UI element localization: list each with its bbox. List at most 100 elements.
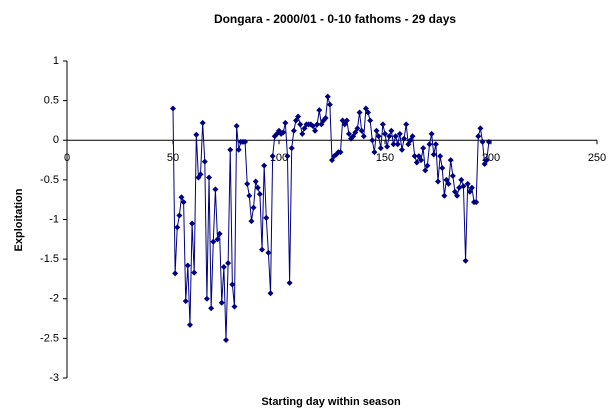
data-point bbox=[250, 204, 257, 211]
data-point bbox=[197, 171, 204, 178]
data-point bbox=[441, 192, 448, 199]
chart-title: Dongara - 2000/01 - 0-10 fathoms - 29 da… bbox=[214, 12, 456, 26]
data-point bbox=[322, 115, 329, 122]
data-point bbox=[481, 161, 488, 168]
data-point bbox=[210, 238, 217, 245]
data-point bbox=[286, 279, 293, 286]
y-tick-label: 0.5 bbox=[44, 95, 59, 107]
data-point bbox=[350, 133, 357, 140]
data-point bbox=[337, 149, 344, 156]
data-point bbox=[256, 191, 263, 198]
data-point bbox=[369, 137, 376, 144]
data-point bbox=[386, 133, 393, 140]
data-point bbox=[265, 249, 272, 256]
data-point bbox=[259, 246, 266, 253]
data-point bbox=[297, 121, 304, 128]
data-point bbox=[398, 146, 405, 153]
data-point bbox=[193, 131, 200, 138]
data-point bbox=[223, 336, 229, 343]
data-point bbox=[422, 167, 429, 174]
data-point bbox=[445, 180, 452, 187]
data-point bbox=[314, 121, 321, 128]
x-tick-label: 150 bbox=[376, 152, 394, 164]
data-point bbox=[261, 162, 268, 169]
data-point bbox=[282, 119, 289, 126]
data-point bbox=[365, 109, 372, 116]
data-point bbox=[409, 133, 416, 140]
y-axis-label: Exploitation bbox=[13, 188, 25, 251]
data-point bbox=[358, 127, 365, 134]
data-point bbox=[301, 125, 308, 132]
data-point bbox=[343, 117, 350, 124]
data-line bbox=[172, 96, 490, 340]
data-point bbox=[252, 178, 259, 185]
x-tick-label: 50 bbox=[167, 152, 179, 164]
data-point bbox=[180, 199, 187, 206]
data-point bbox=[413, 159, 420, 166]
data-point bbox=[318, 121, 325, 128]
data-point bbox=[352, 129, 359, 136]
data-point bbox=[479, 138, 486, 145]
data-point bbox=[292, 117, 299, 124]
data-point bbox=[341, 121, 348, 128]
data-point bbox=[426, 141, 433, 148]
data-point bbox=[170, 105, 176, 112]
data-point bbox=[418, 157, 425, 164]
data-point bbox=[371, 149, 378, 156]
data-point bbox=[401, 135, 408, 142]
data-point bbox=[233, 122, 240, 129]
data-point bbox=[451, 188, 458, 195]
data-point bbox=[362, 105, 369, 112]
data-point bbox=[206, 174, 213, 181]
data-point bbox=[189, 220, 196, 227]
x-tick-label: 0 bbox=[64, 152, 70, 164]
data-point bbox=[407, 137, 414, 144]
data-point bbox=[375, 133, 382, 140]
data-point bbox=[176, 212, 183, 219]
data-point bbox=[477, 125, 484, 132]
data-point bbox=[464, 180, 471, 187]
data-point bbox=[208, 305, 215, 312]
data-point bbox=[220, 264, 227, 271]
data-point bbox=[244, 180, 251, 187]
data-point bbox=[174, 224, 181, 231]
data-point bbox=[377, 145, 384, 152]
data-point bbox=[186, 321, 193, 328]
data-point bbox=[367, 117, 374, 124]
data-point bbox=[390, 141, 397, 148]
data-point bbox=[312, 127, 319, 134]
data-point bbox=[201, 158, 208, 165]
data-point bbox=[295, 113, 302, 120]
y-tick-label: -3 bbox=[49, 372, 59, 384]
data-point bbox=[191, 269, 198, 276]
data-point bbox=[411, 153, 418, 160]
data-point bbox=[443, 176, 450, 183]
data-point bbox=[460, 183, 467, 190]
data-point bbox=[235, 146, 242, 153]
data-point bbox=[227, 146, 234, 153]
data-point bbox=[447, 157, 454, 164]
data-point bbox=[473, 199, 480, 206]
data-point bbox=[435, 178, 441, 185]
data-point bbox=[462, 257, 469, 264]
data-point bbox=[449, 172, 456, 179]
data-point bbox=[216, 230, 223, 237]
data-point bbox=[212, 186, 219, 193]
data-point bbox=[345, 130, 352, 137]
data-point bbox=[231, 303, 238, 310]
data-point bbox=[373, 127, 380, 134]
data-point bbox=[415, 153, 422, 160]
data-point bbox=[454, 192, 461, 199]
data-point bbox=[218, 299, 225, 306]
y-tick-label: -2.5 bbox=[40, 332, 59, 344]
data-point bbox=[430, 151, 437, 158]
y-tick-label: -1.5 bbox=[40, 253, 59, 265]
data-point bbox=[437, 153, 444, 160]
data-point bbox=[324, 93, 331, 100]
y-tick-label: -1 bbox=[49, 213, 59, 225]
data-point bbox=[184, 262, 191, 269]
data-point bbox=[329, 157, 335, 164]
data-point bbox=[263, 214, 270, 221]
data-point bbox=[356, 109, 363, 116]
